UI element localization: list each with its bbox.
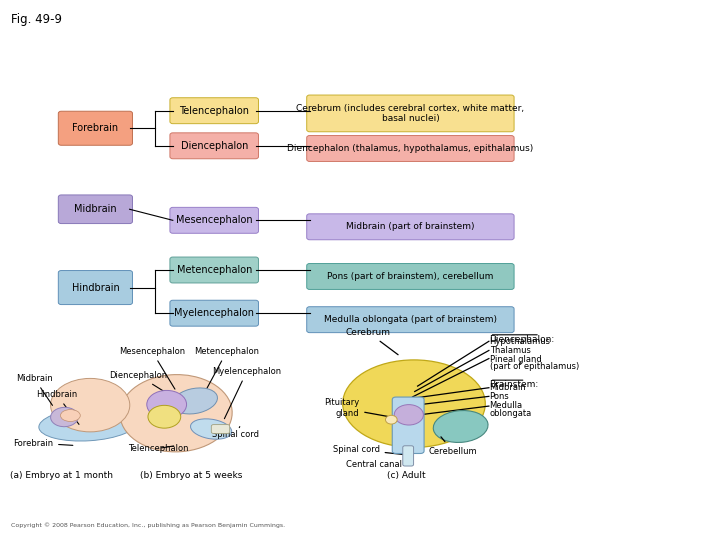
Text: Forebrain: Forebrain [72, 123, 119, 133]
Ellipse shape [191, 419, 232, 439]
FancyBboxPatch shape [58, 195, 132, 224]
Ellipse shape [50, 407, 78, 427]
Text: Medulla oblongata (part of brainstem): Medulla oblongata (part of brainstem) [324, 315, 497, 324]
Text: Myelencephalon: Myelencephalon [212, 367, 282, 418]
Text: Cerebrum (includes cerebral cortex, white matter,
basal nuclei): Cerebrum (includes cerebral cortex, whit… [297, 104, 524, 123]
Text: (a) Embryo at 1 month: (a) Embryo at 1 month [9, 471, 113, 480]
Text: Cerebellum: Cerebellum [428, 437, 477, 456]
Ellipse shape [343, 360, 485, 447]
Ellipse shape [148, 406, 181, 428]
Ellipse shape [39, 408, 138, 441]
Text: Spinal cord: Spinal cord [212, 427, 259, 440]
Text: Copyright © 2008 Pearson Education, Inc., publishing as Pearson Benjamin Cumming: Copyright © 2008 Pearson Education, Inc.… [11, 522, 285, 528]
Text: Telencephalon: Telencephalon [128, 444, 189, 453]
Text: Pons: Pons [490, 392, 509, 401]
Text: Diencephalon (thalamus, hypothalamus, epithalamus): Diencephalon (thalamus, hypothalamus, ep… [287, 144, 534, 153]
Text: Myelencephalon: Myelencephalon [174, 308, 254, 318]
Ellipse shape [147, 390, 186, 418]
Text: Cerebrum: Cerebrum [346, 328, 398, 355]
FancyBboxPatch shape [307, 214, 514, 240]
Ellipse shape [172, 388, 217, 414]
Ellipse shape [60, 409, 81, 421]
Text: Midbrain: Midbrain [16, 374, 53, 406]
Ellipse shape [120, 375, 232, 452]
Text: (part of epithalamus): (part of epithalamus) [490, 362, 579, 371]
Ellipse shape [395, 404, 423, 425]
Text: Diencephalon: Diencephalon [109, 371, 171, 395]
FancyBboxPatch shape [307, 136, 514, 161]
Text: Pituitary
gland: Pituitary gland [324, 399, 387, 418]
FancyBboxPatch shape [170, 207, 258, 233]
FancyBboxPatch shape [392, 397, 424, 454]
Text: Mesencephalon: Mesencephalon [176, 215, 253, 225]
Text: Metencephalon: Metencephalon [176, 265, 252, 275]
Text: Hypothalamus: Hypothalamus [490, 337, 551, 346]
Text: Pons (part of brainstem), cerebellum: Pons (part of brainstem), cerebellum [327, 272, 494, 281]
Text: Fig. 49-9: Fig. 49-9 [11, 14, 62, 26]
Text: (c) Adult: (c) Adult [387, 471, 426, 480]
Ellipse shape [50, 379, 130, 432]
FancyBboxPatch shape [402, 446, 413, 466]
FancyBboxPatch shape [170, 98, 258, 124]
FancyBboxPatch shape [212, 424, 230, 434]
Text: Diencephalon:: Diencephalon: [490, 335, 555, 344]
Text: Midbrain: Midbrain [490, 383, 526, 392]
FancyBboxPatch shape [307, 264, 514, 289]
Text: Forebrain: Forebrain [13, 438, 73, 448]
Text: Thalamus: Thalamus [490, 346, 531, 355]
Text: Brainstem:: Brainstem: [490, 380, 539, 389]
FancyBboxPatch shape [170, 133, 258, 159]
Text: Metencephalon: Metencephalon [194, 347, 259, 389]
FancyBboxPatch shape [170, 257, 258, 283]
Text: Spinal cord: Spinal cord [333, 445, 408, 455]
Text: Medulla: Medulla [490, 401, 523, 410]
Text: Midbrain (part of brainstem): Midbrain (part of brainstem) [346, 222, 474, 231]
Text: oblongata: oblongata [490, 409, 532, 418]
Text: Hindbrain: Hindbrain [71, 282, 120, 293]
Text: Midbrain: Midbrain [74, 204, 117, 214]
Ellipse shape [433, 410, 488, 442]
FancyBboxPatch shape [307, 95, 514, 132]
Text: Central canal: Central canal [346, 460, 412, 469]
Text: Diencephalon: Diencephalon [181, 141, 248, 151]
Text: Pineal gland: Pineal gland [490, 355, 541, 364]
Text: Telencephalon: Telencephalon [179, 106, 249, 116]
FancyBboxPatch shape [170, 300, 258, 326]
Text: (b) Embryo at 5 weeks: (b) Embryo at 5 weeks [140, 471, 242, 480]
Text: Hindbrain: Hindbrain [36, 390, 79, 424]
FancyBboxPatch shape [58, 271, 132, 305]
FancyBboxPatch shape [58, 111, 132, 145]
FancyBboxPatch shape [307, 307, 514, 333]
Text: Mesencephalon: Mesencephalon [119, 347, 185, 389]
Ellipse shape [385, 415, 397, 424]
